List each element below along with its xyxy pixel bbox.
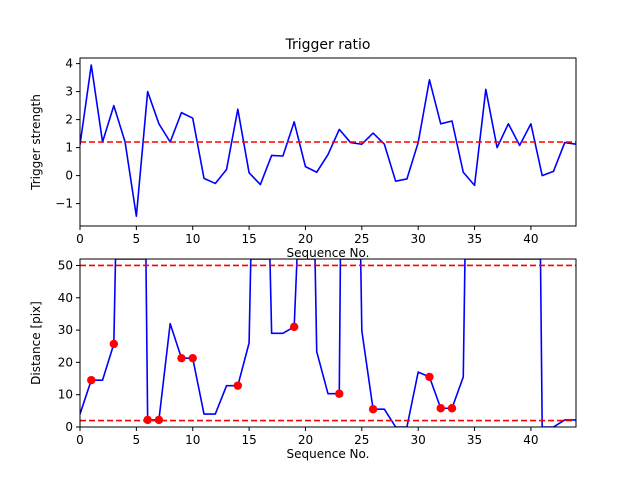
- marker-point: [447, 404, 457, 413]
- x-tick-label: 0: [76, 433, 84, 447]
- y-tick-label: 2: [65, 113, 73, 127]
- axes-frame: [79, 57, 577, 227]
- x-tick-label: 40: [523, 232, 538, 246]
- x-tick-label: 30: [411, 433, 426, 447]
- x-axis-label: Sequence No.: [287, 447, 370, 461]
- y-tick-label: 30: [58, 323, 73, 337]
- marker-point: [436, 404, 445, 413]
- x-tick-label: 5: [133, 232, 141, 246]
- x-tick-label: 25: [354, 232, 369, 246]
- marker-point: [188, 353, 197, 363]
- marker-point: [233, 381, 243, 390]
- axes-frame: [79, 258, 577, 428]
- marker-point: [368, 405, 378, 414]
- y-tick-label: 0: [65, 169, 73, 183]
- x-tick-label: 10: [185, 433, 200, 447]
- chart-title: Trigger ratio: [284, 37, 370, 53]
- y-tick-label: 10: [58, 388, 73, 402]
- y-tick-label: 3: [65, 85, 73, 99]
- y-tick-label: 20: [58, 355, 73, 369]
- marker-point: [154, 415, 164, 425]
- y-axis-label: Trigger strength: [29, 94, 43, 191]
- marker-point: [289, 322, 299, 332]
- series-line-1: [80, 64, 576, 217]
- y-tick-label: 0: [65, 420, 73, 434]
- x-tick-label: 25: [354, 433, 369, 447]
- x-tick-label: 0: [76, 232, 84, 246]
- plot-area: [80, 259, 576, 427]
- plot-data: [80, 64, 576, 217]
- x-axis-label: Sequence No.: [287, 246, 370, 260]
- x-tick-label: 10: [185, 232, 200, 246]
- y-tick-label: 4: [65, 57, 73, 71]
- subplot-2: 0 5 10 15 20 25 30 35 40 0 10 20 30 40 50 Sequence No. D…: [29, 258, 577, 461]
- y-tick-label: 40: [58, 291, 73, 305]
- x-tick-label: 20: [298, 232, 313, 246]
- x-tick-label: 20: [298, 433, 313, 447]
- marker-point: [87, 375, 96, 385]
- x-tick-label: 35: [467, 232, 482, 246]
- y-tick-label: −1: [55, 197, 73, 211]
- plot-data: [80, 259, 576, 427]
- subplot-1: 0 5 10 15 20 25 30 35 40 −1 0 1 2 3 4 Trigger ratio Sequ…: [29, 37, 577, 260]
- marker-point: [109, 339, 119, 349]
- marker-point: [177, 353, 186, 363]
- x-tick-label: 30: [411, 232, 426, 246]
- y-tick-label: 1: [65, 141, 73, 155]
- x-tick-label: 15: [241, 232, 256, 246]
- marker-point: [335, 389, 344, 398]
- marker-point: [143, 415, 152, 425]
- x-tick-label: 5: [133, 433, 141, 447]
- marker-point: [425, 372, 434, 382]
- x-tick-label: 15: [241, 433, 256, 447]
- y-axis-label: Distance [pix]: [29, 301, 43, 385]
- x-tick-label: 35: [467, 433, 482, 447]
- y-tick-label: 50: [58, 258, 73, 272]
- x-tick-label: 40: [523, 433, 538, 447]
